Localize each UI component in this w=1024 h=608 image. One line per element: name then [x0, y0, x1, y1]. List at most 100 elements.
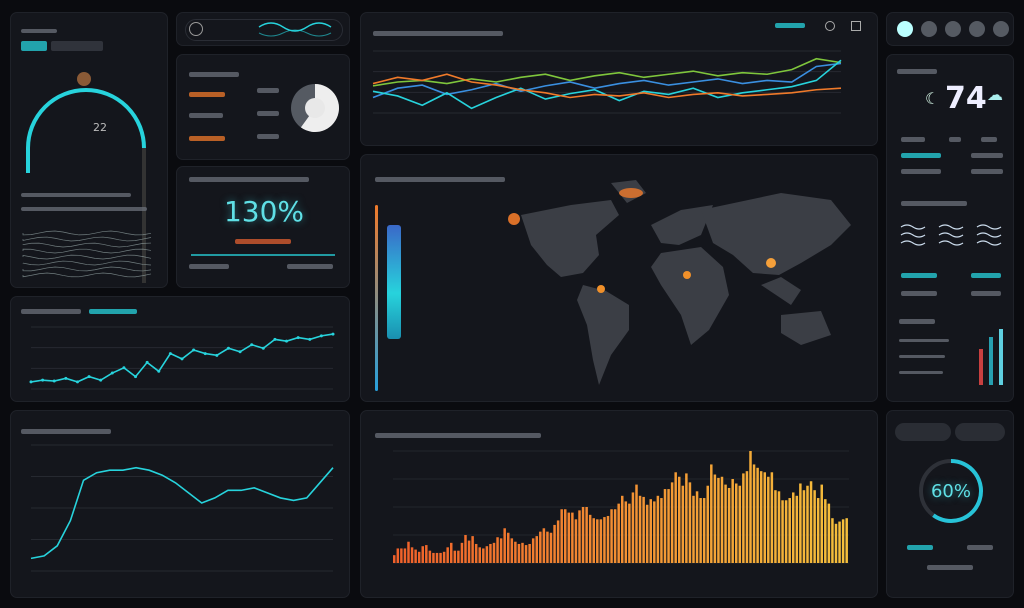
data-point [29, 380, 33, 384]
gauge-arc-fill [26, 88, 146, 149]
bar [720, 476, 724, 563]
bar [496, 537, 499, 563]
bar [742, 473, 745, 563]
world-map-panel [360, 154, 878, 402]
expand-icon[interactable] [851, 21, 861, 31]
donut-chart [291, 84, 339, 132]
mini-signal-bar[interactable] [185, 19, 343, 41]
rain-icon[interactable] [921, 21, 937, 37]
bar [492, 542, 496, 563]
bar [446, 547, 449, 563]
ring-panel: 60% [886, 410, 1014, 598]
data-point [99, 378, 103, 382]
wind-line [976, 232, 1002, 238]
data-point [226, 346, 230, 350]
bar [407, 541, 410, 563]
trend-line-chart-panel [10, 296, 350, 402]
bar [710, 464, 713, 563]
bar [474, 543, 478, 563]
bar [706, 485, 709, 563]
bar [610, 509, 613, 563]
bar [510, 538, 514, 563]
bar [410, 547, 414, 563]
bar [756, 467, 759, 563]
bar [425, 545, 428, 563]
bar [567, 512, 571, 563]
data-point [134, 375, 138, 379]
mini-toolbar-panel [176, 12, 350, 46]
data-point [331, 332, 335, 336]
series-line [372, 73, 842, 99]
bar [735, 483, 738, 563]
bar [574, 519, 578, 563]
bar [724, 484, 727, 563]
gauge-panel: 22 [10, 12, 168, 288]
bar [656, 495, 660, 563]
map-hotspots [508, 188, 776, 293]
bar [617, 503, 620, 563]
data-point [122, 366, 126, 370]
bar [678, 476, 681, 563]
multi-line-chart-panel [360, 12, 878, 146]
bar [674, 472, 677, 563]
data-point [215, 353, 219, 357]
tab-button-2[interactable] [955, 423, 1005, 441]
bar [560, 509, 563, 563]
bar [638, 495, 642, 563]
bar [453, 550, 457, 563]
bar [403, 548, 407, 563]
bar [738, 485, 742, 563]
bar [524, 545, 528, 563]
bar [792, 492, 795, 563]
bar [635, 484, 638, 563]
bar [660, 498, 663, 563]
bar [813, 490, 816, 563]
bar [827, 503, 831, 563]
bar [539, 531, 542, 563]
bar [763, 472, 766, 563]
bar [781, 500, 784, 563]
bar [571, 512, 574, 563]
moon-icon: ☾ [925, 89, 940, 108]
tab-button-1[interactable] [895, 423, 951, 441]
bar [820, 484, 823, 563]
wind-line [938, 240, 964, 246]
wind-line [900, 232, 926, 238]
bar [713, 474, 717, 563]
bar [393, 555, 396, 563]
bar [549, 532, 553, 563]
bar [578, 510, 581, 563]
bar [396, 548, 400, 563]
cloud-icon[interactable] [897, 21, 913, 37]
sun-icon[interactable] [969, 21, 985, 37]
bar [485, 546, 489, 563]
bar [695, 491, 699, 563]
data-point [180, 357, 184, 361]
bar [649, 499, 652, 563]
world-map[interactable] [361, 155, 878, 402]
bar [489, 543, 492, 563]
bar [499, 538, 503, 563]
settings-icon[interactable] [825, 21, 835, 31]
bar [435, 552, 439, 563]
data-point [145, 360, 149, 364]
ring-fill [932, 459, 983, 523]
bar [767, 476, 770, 563]
bar [421, 546, 424, 563]
bar [603, 517, 606, 563]
moon-icon[interactable] [993, 21, 1009, 37]
wind-line [976, 240, 1002, 246]
bar [592, 518, 595, 563]
series-line [372, 62, 842, 99]
bar-gauge [999, 329, 1003, 385]
wind-icon[interactable] [945, 21, 961, 37]
bar [546, 531, 549, 563]
bar [770, 472, 774, 563]
data-point [168, 352, 172, 356]
gauge-arc [26, 88, 146, 283]
bar [802, 490, 806, 563]
bar [457, 550, 460, 563]
bar [645, 504, 649, 563]
bar [581, 507, 585, 563]
bar [460, 542, 464, 563]
